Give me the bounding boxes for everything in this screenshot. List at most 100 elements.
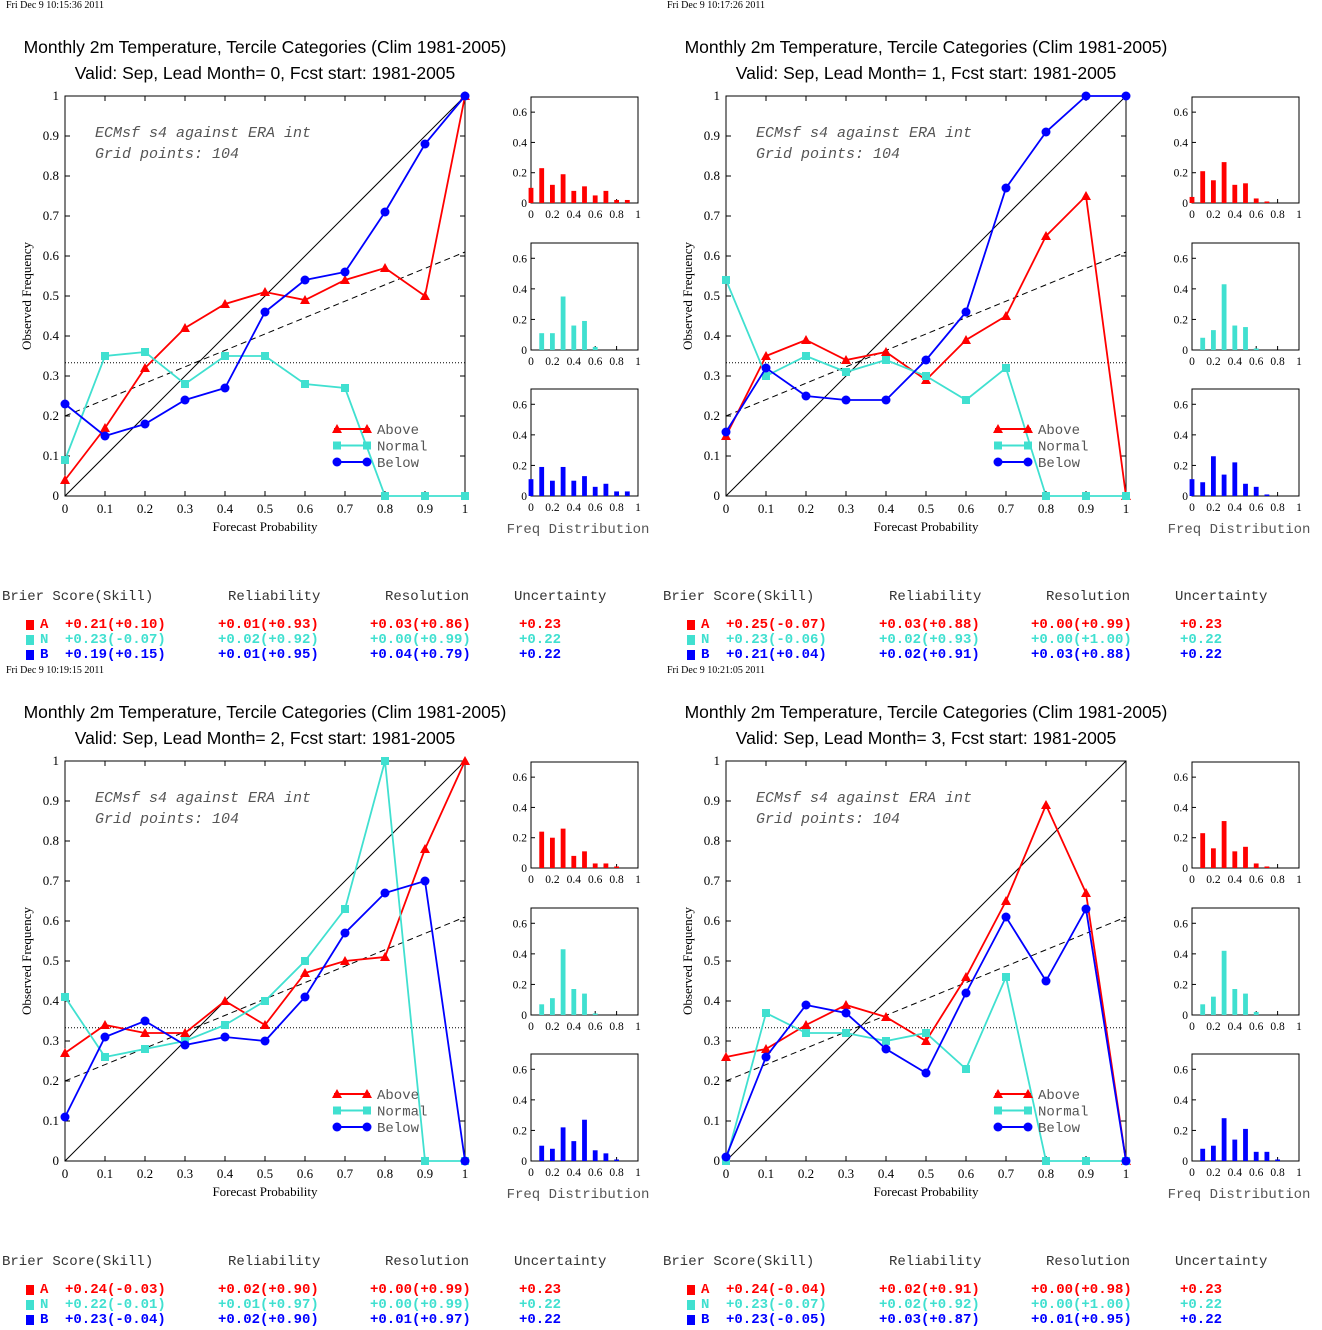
no-skill-line (64, 251, 466, 417)
data-point-above (340, 275, 350, 284)
freq-distribution-label: Freq Distribution (1168, 522, 1311, 538)
score-header: Resolution (385, 589, 470, 605)
x-axis-label: Forecast Probability (212, 1184, 318, 1199)
histogram-normal: 0 0.2 0.4 0.6 0 0.2 0.4 0.6 0.8 1 (513, 242, 641, 368)
hist-x-tick-label: 0.6 (588, 209, 603, 221)
x-tick-label: 0.5 (257, 501, 273, 516)
data-point-below (921, 355, 931, 365)
legend-marker (362, 1089, 372, 1098)
freq-distribution-label: Freq Distribution (507, 1187, 650, 1203)
hist-x-tick-label: 0.8 (1270, 1167, 1285, 1179)
data-point-below (340, 267, 350, 277)
y-tick-label: 0 (53, 488, 60, 503)
hist-y-tick-label: 0.4 (513, 137, 528, 149)
hist-x-tick-label: 1 (635, 874, 641, 886)
y-tick-label: 0.3 (43, 368, 59, 383)
chart-panel-lead-3: Fri Dec 9 10:21:05 2011 Monthly 2m Tempe… (661, 665, 1322, 1330)
freq-distribution-label: Freq Distribution (507, 522, 650, 538)
x-tick-label: 0 (62, 1166, 69, 1181)
y-tick-label: 0.8 (704, 833, 720, 848)
y-tick-label: 0.9 (704, 793, 720, 808)
hist-x-tick-label: 0.2 (545, 1021, 560, 1033)
data-point-normal (842, 1029, 850, 1037)
data-point-normal (1082, 1157, 1090, 1165)
hist-bar (560, 828, 566, 868)
hist-x-tick-label: 0 (528, 874, 534, 886)
y-tick-label: 0.9 (704, 128, 720, 143)
category-letter: A (701, 617, 710, 633)
y-tick-label: 0.2 (43, 408, 59, 423)
timestamp: Fri Dec 9 10:19:15 2011 (6, 665, 104, 676)
data-point-above (180, 1028, 190, 1037)
y-tick-label: 1 (53, 88, 60, 103)
x-tick-label: 0.5 (918, 1166, 934, 1181)
hist-bar (528, 479, 534, 496)
hist-y-tick-label: 0.2 (1174, 460, 1189, 472)
category-swatch (26, 1300, 34, 1310)
hist-x-tick-label: 0.4 (567, 1021, 582, 1033)
score-value: +0.03(+0.86) (370, 617, 471, 633)
hist-bar (571, 480, 577, 496)
data-point-below (1121, 91, 1131, 101)
score-header: Uncertainty (514, 1254, 607, 1270)
data-point-below (460, 1156, 470, 1166)
hist-bar (624, 199, 630, 203)
hist-bar (592, 1013, 598, 1015)
hist-bar (1264, 866, 1270, 868)
data-point-normal (381, 492, 389, 500)
hist-y-tick-label: 0.2 (513, 1125, 528, 1137)
hist-bar (1243, 846, 1248, 868)
data-point-normal (1082, 492, 1090, 500)
hist-bar (614, 199, 620, 203)
hist-bar (614, 866, 620, 868)
data-point-below (180, 395, 190, 405)
category-letter: A (40, 617, 49, 633)
category-letter: N (701, 632, 710, 648)
data-point-normal (261, 352, 269, 360)
chart-subtitle: Valid: Sep, Lead Month= 1, Fcst start: 1… (735, 63, 1117, 83)
y-tick-label: 0.1 (43, 448, 59, 463)
x-tick-label: 0.1 (97, 1166, 113, 1181)
score-value: +0.22 (1180, 1312, 1223, 1328)
hist-y-tick-label: 0 (521, 491, 527, 503)
hist-bar (560, 466, 566, 496)
x-tick-label: 0.2 (798, 501, 814, 516)
category-swatch (687, 620, 695, 630)
x-tick-label: 0.1 (758, 1166, 774, 1181)
hist-y-tick-label: 0.2 (513, 314, 528, 326)
data-point-below (300, 275, 310, 285)
x-tick-label: 0.8 (377, 501, 393, 516)
data-point-above (801, 1020, 811, 1029)
hist-bar (549, 1148, 555, 1161)
data-point-normal (301, 957, 309, 965)
data-point-normal (141, 1045, 149, 1053)
reliability-plot: 00 0.1 0.1 0.2 0.2 0.3 0.3 0.4 0.4 0.5 0.5 0.6 0.6 0.… (680, 753, 1131, 1199)
y-tick-label: 0 (53, 1153, 60, 1168)
hist-y-tick-label: 0.4 (1174, 284, 1189, 296)
annotation-source: ECMsf s4 against ERA int (95, 125, 311, 142)
y-tick-label: 0.8 (43, 168, 59, 183)
hist-x-tick-label: 1 (635, 209, 641, 221)
data-point-above (1041, 800, 1051, 809)
hist-x-tick-label: 1 (635, 356, 641, 368)
hist-x-tick-label: 0 (528, 356, 534, 368)
hist-y-tick-label: 0.4 (1174, 430, 1189, 442)
legend-marker (1023, 424, 1033, 433)
hist-bar (603, 863, 609, 868)
hist-bar (539, 466, 545, 496)
score-value: +0.23(-0.04) (65, 1312, 166, 1328)
data-point-normal (802, 1029, 810, 1037)
data-point-above (961, 335, 971, 344)
legend-marker (1024, 1106, 1032, 1115)
x-tick-label: 0.9 (417, 501, 433, 516)
data-point-above (1081, 191, 1091, 200)
score-header: Reliability (889, 1254, 982, 1270)
category-letter: B (40, 647, 49, 663)
legend-label: Below (1038, 1121, 1081, 1137)
data-point-below (1041, 127, 1051, 137)
hist-bar (1232, 1139, 1238, 1161)
hist-bar (1243, 183, 1248, 203)
hist-x-tick-label: 0 (528, 1167, 534, 1179)
data-point-below (841, 395, 851, 405)
